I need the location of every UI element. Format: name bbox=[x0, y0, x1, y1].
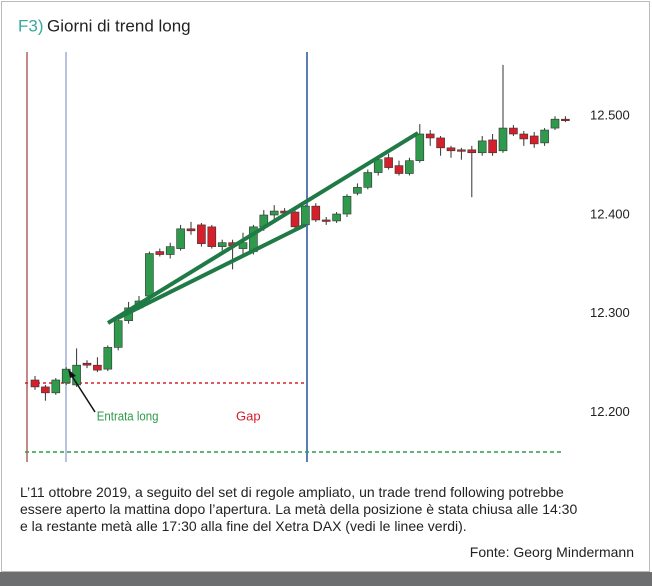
arrow-head bbox=[68, 369, 76, 378]
candle-body bbox=[425, 133, 435, 139]
candle-body bbox=[30, 379, 40, 388]
candle-body bbox=[467, 149, 477, 154]
caption-line: L’11 ottobre 2019, a seguito del set di … bbox=[20, 484, 564, 500]
caption-line: e la restante metà alle 17:30 alla fine … bbox=[20, 518, 467, 534]
candle-body bbox=[332, 213, 341, 222]
y-tick-label: 12.200 bbox=[590, 404, 630, 419]
candle-body bbox=[207, 226, 217, 247]
y-tick-label: 12.500 bbox=[590, 108, 630, 123]
candle-body bbox=[550, 118, 560, 129]
candle-body bbox=[82, 362, 92, 366]
candle-body bbox=[509, 127, 518, 135]
footer-bar bbox=[0, 572, 652, 586]
candle-body bbox=[353, 187, 362, 194]
frame bbox=[1, 1, 650, 572]
candle-body bbox=[540, 129, 549, 144]
candle-body bbox=[457, 149, 466, 152]
candle-body bbox=[561, 118, 570, 121]
candle-body bbox=[103, 347, 113, 370]
candle-body bbox=[342, 195, 352, 215]
trend-line bbox=[117, 223, 306, 320]
candle-body bbox=[363, 172, 373, 188]
candle-body bbox=[238, 242, 248, 249]
chart-title: Giorni di trend long bbox=[47, 16, 191, 35]
candle-body bbox=[384, 157, 393, 168]
candle-body bbox=[311, 205, 321, 221]
candle-body bbox=[373, 159, 383, 173]
caption-line: essere aperto la mattina dopo l’apertura… bbox=[20, 501, 578, 517]
candle-body bbox=[113, 320, 123, 348]
candle-body bbox=[155, 251, 165, 255]
annotation: Entrata long bbox=[97, 409, 159, 424]
candle-body bbox=[145, 253, 154, 297]
arrow bbox=[69, 372, 96, 413]
annotation: Gap bbox=[236, 408, 261, 423]
candle-body bbox=[41, 386, 50, 394]
trend-line bbox=[106, 131, 420, 325]
candle-body bbox=[186, 228, 196, 232]
candle-body bbox=[405, 160, 414, 174]
candle-body bbox=[165, 246, 175, 255]
candle-body bbox=[197, 224, 206, 244]
candle-body bbox=[176, 228, 185, 249]
candle-body bbox=[51, 379, 61, 394]
candle-body bbox=[321, 219, 331, 222]
source: Fonte: Georg Mindermann bbox=[469, 544, 634, 560]
candle-body bbox=[290, 211, 300, 228]
candle-body bbox=[436, 137, 445, 149]
candle-body bbox=[93, 364, 102, 371]
candle-body bbox=[217, 242, 227, 247]
candle-body bbox=[394, 165, 404, 174]
figure-label: F3) bbox=[18, 16, 44, 35]
candle-body bbox=[488, 139, 497, 154]
candle-body bbox=[415, 133, 425, 161]
candle-body bbox=[529, 135, 539, 145]
candle-body bbox=[498, 127, 508, 152]
candle-body bbox=[446, 147, 456, 152]
candle-body bbox=[301, 205, 310, 226]
y-tick-label: 12.300 bbox=[590, 305, 630, 320]
candle-body bbox=[477, 140, 487, 154]
y-tick-label: 12.400 bbox=[590, 206, 630, 221]
candle-body bbox=[269, 210, 279, 216]
candle-body bbox=[519, 133, 529, 140]
